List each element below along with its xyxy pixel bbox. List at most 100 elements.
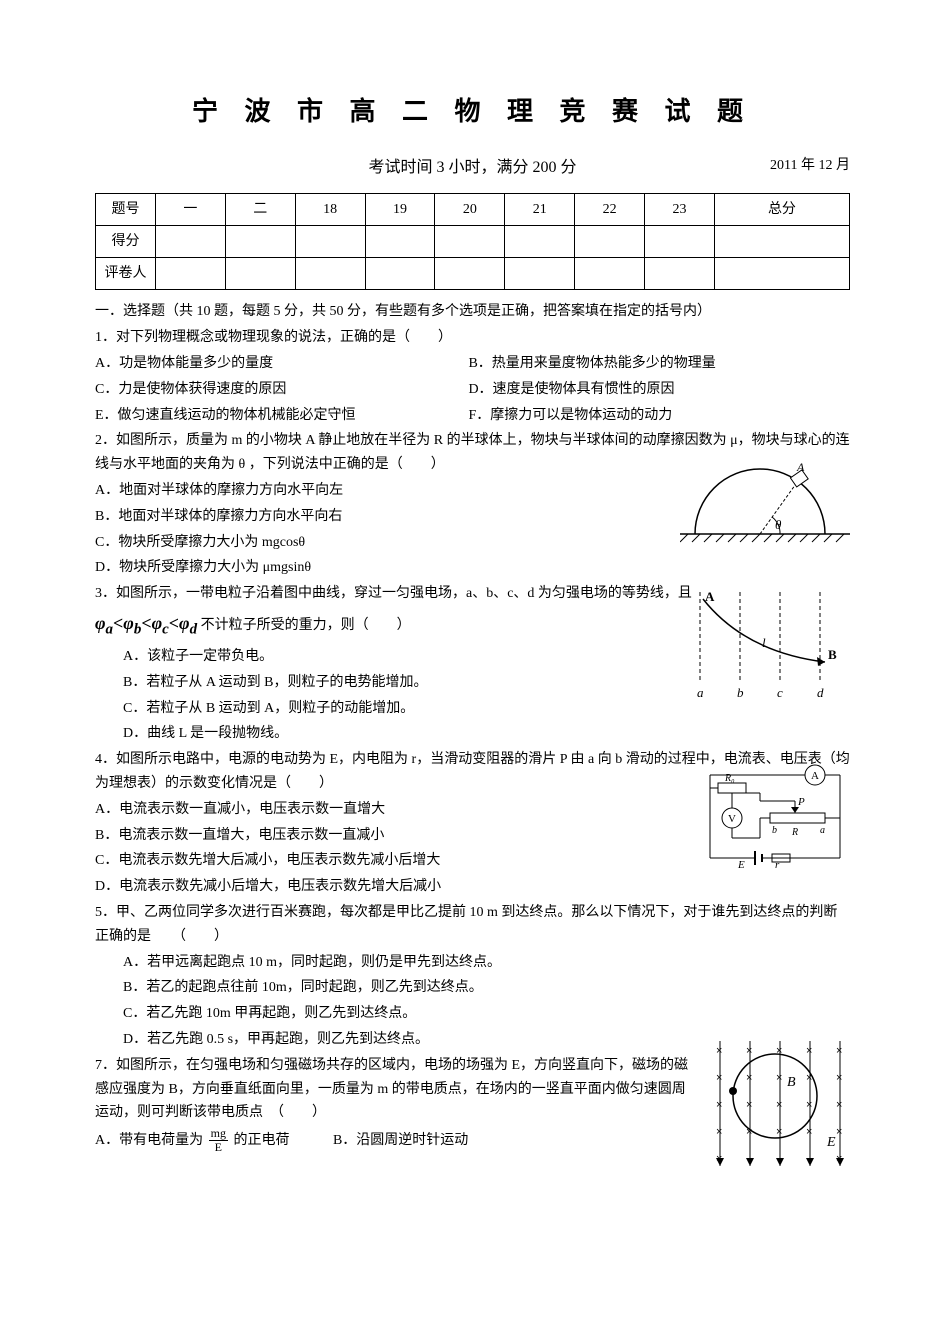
phi-inequality: φa<φb<φc<φd [95, 613, 197, 633]
subtitle-row: 考试时间 3 小时，满分 200 分 2011 年 12 月 [95, 154, 850, 181]
frac-den: E [209, 1141, 228, 1154]
svg-text:×: × [776, 1126, 782, 1138]
cell [575, 258, 645, 290]
q1-optE: E．做匀速直线运动的物体机械能必定守恒 [95, 404, 465, 428]
cell [505, 258, 575, 290]
q2-figure: θ A [680, 459, 850, 558]
q1-optF: F．摩擦力可以是物体运动的动力 [468, 408, 672, 423]
svg-text:×: × [776, 1099, 782, 1111]
svg-text:×: × [746, 1099, 752, 1111]
cell [435, 258, 505, 290]
lbl-b: b [737, 685, 744, 700]
q5-optA: A．若甲远离起跑点 10 m，同时起跑，则仍是甲先到达终点。 [95, 951, 850, 975]
table-row: 题号 一 二 18 19 20 21 22 23 总分 [96, 194, 850, 226]
cell [714, 258, 849, 290]
svg-text:×: × [746, 1045, 752, 1057]
hdr-cell: 题号 [96, 194, 156, 226]
hdr-cell: 20 [435, 194, 505, 226]
svg-text:×: × [806, 1045, 812, 1057]
q3-block: A l B a b c d 3．如图所示，一带电粒子沿着图中曲线，穿过一匀强电场… [95, 582, 850, 746]
q1-row: A．功是物体能量多少的量度 B．热量用来量度物体热能多少的物理量 [95, 352, 850, 376]
hdr-cell: 23 [645, 194, 715, 226]
lbl-c: c [777, 685, 783, 700]
cell [645, 226, 715, 258]
svg-text:×: × [776, 1045, 782, 1057]
q7-block: ××××× ××××× ××××× ××××× ×× B E 7．如图所示，在匀… [95, 1054, 850, 1155]
svg-text:×: × [836, 1072, 842, 1084]
table-row: 评卷人 [96, 258, 850, 290]
hdr-cell: 18 [295, 194, 365, 226]
svg-text:×: × [716, 1045, 722, 1057]
E-label: E [737, 859, 745, 871]
cell [156, 258, 226, 290]
svg-text:×: × [806, 1072, 812, 1084]
lbl-d: d [817, 685, 824, 700]
svg-text:×: × [746, 1126, 752, 1138]
cell [645, 258, 715, 290]
row-label: 评卷人 [96, 258, 156, 290]
row-label: 得分 [96, 226, 156, 258]
cell [225, 226, 295, 258]
q1-optC: C．力是使物体获得速度的原因 [95, 378, 465, 402]
cell [365, 258, 435, 290]
r-label: r [775, 859, 780, 871]
q3-stem2: 不计粒子所受的重力，则（ ） [201, 618, 411, 633]
q7-figure: ××××× ××××× ××××× ××××× ×× B E [705, 1036, 850, 1190]
score-table: 题号 一 二 18 19 20 21 22 23 总分 得分 评卷人 [95, 193, 850, 290]
svg-text:×: × [806, 1099, 812, 1111]
q2-block: θ A 2．如图所示，质量为 m 的小物块 A 静止地放在半径为 R 的半球体上… [95, 429, 850, 580]
cell [295, 258, 365, 290]
svg-text:×: × [806, 1126, 812, 1138]
q1-optB: B．热量用来量度物体热能多少的物理量 [468, 356, 715, 371]
exam-date: 2011 年 12 月 [770, 154, 850, 178]
theta-label: θ [775, 517, 782, 532]
hdr-cell: 22 [575, 194, 645, 226]
hdr-cell: 总分 [714, 194, 849, 226]
svg-text:×: × [716, 1126, 722, 1138]
q1-stem: 1．对下列物理概念或物理现象的说法，正确的是（ ） [95, 326, 850, 350]
frac-num: mg [209, 1127, 228, 1141]
q5-optC: C．若乙先跑 10m 甲再起跑，则乙先到达终点。 [95, 1002, 850, 1026]
q1-row: C．力是使物体获得速度的原因 D．速度是使物体具有惯性的原因 [95, 378, 850, 402]
E-label: E [826, 1135, 836, 1150]
table-row: 得分 [96, 226, 850, 258]
exam-info: 考试时间 3 小时，满分 200 分 [368, 154, 576, 181]
hdr-cell: 21 [505, 194, 575, 226]
fraction-icon: mgE [209, 1127, 228, 1154]
block-label: A [796, 460, 805, 474]
hdr-cell: 19 [365, 194, 435, 226]
pt-B: B [828, 647, 837, 662]
cell [225, 258, 295, 290]
page-title: 宁 波 市 高 二 物 理 竞 赛 试 题 [95, 90, 850, 134]
p-label: P [797, 796, 805, 808]
lbl-a: a [697, 685, 704, 700]
svg-text:×: × [746, 1072, 752, 1084]
svg-text:×: × [836, 1045, 842, 1057]
q1-optA: A．功是物体能量多少的量度 [95, 352, 465, 376]
cell [575, 226, 645, 258]
voltmeter-label: V [728, 813, 736, 825]
q2-optD: D．物块所受摩擦力大小为 μmgsinθ [95, 556, 850, 580]
svg-text:×: × [716, 1099, 722, 1111]
b-label: b [772, 825, 777, 836]
q1-row: E．做匀速直线运动的物体机械能必定守恒 F．摩擦力可以是物体运动的动力 [95, 404, 850, 428]
ammeter-label: A [811, 770, 819, 782]
cell [156, 226, 226, 258]
cell [295, 226, 365, 258]
svg-text:×: × [836, 1153, 842, 1165]
svg-text:×: × [836, 1099, 842, 1111]
svg-text:×: × [716, 1153, 722, 1165]
cell [714, 226, 849, 258]
cell [435, 226, 505, 258]
cell [365, 226, 435, 258]
q5-stem: 5．甲、乙两位同学多次进行百米赛跑，每次都是甲比乙提前 10 m 到达终点。那么… [95, 901, 850, 949]
q5-optB: B．若乙的起跑点往前 10m，同时起跑，则乙先到达终点。 [95, 976, 850, 1000]
R-label: R [791, 827, 798, 838]
q7-optB: B．沿圆周逆时针运动 [333, 1133, 468, 1148]
q1-optD: D．速度是使物体具有惯性的原因 [468, 382, 674, 397]
svg-text:×: × [836, 1126, 842, 1138]
section-heading: 一．选择题（共 10 题，每题 5 分，共 50 分，有些题有多个选项是正确，把… [95, 300, 850, 324]
a-label: a [820, 825, 825, 836]
q4-block: A V R₀ P b R a [95, 748, 850, 899]
q7-optA-post: 的正电荷 [230, 1133, 290, 1148]
